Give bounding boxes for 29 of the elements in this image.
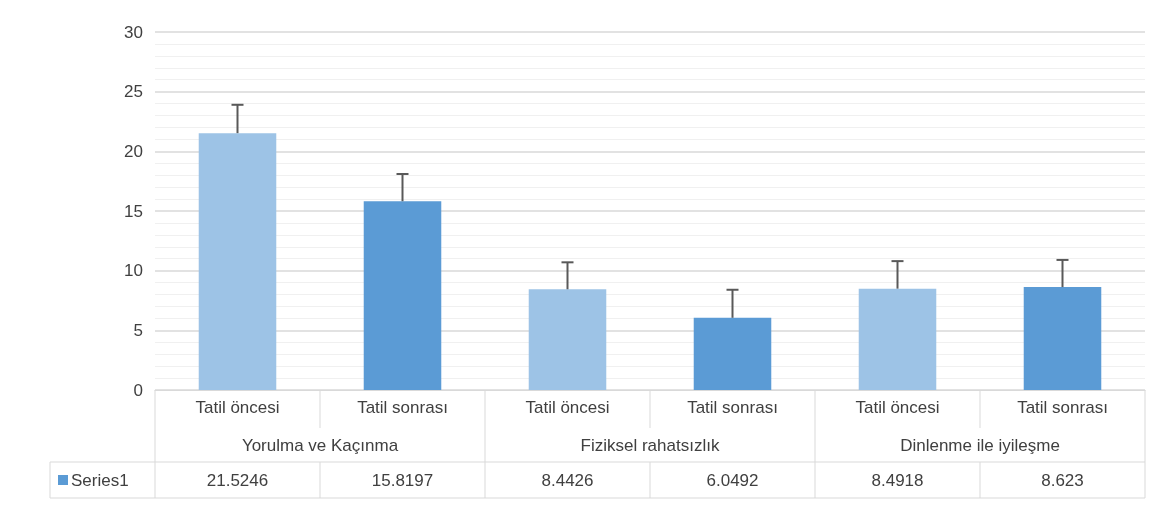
text: Yorulma ve Kaçınma: [241, 435, 399, 455]
bar: [363, 201, 442, 390]
bar: [528, 289, 607, 390]
y-tick-label: 5: [133, 320, 143, 340]
y-tick-label: 0: [133, 380, 143, 400]
y-tick-label: 20: [124, 141, 143, 161]
x-tick-label: Tatil öncesi: [525, 398, 610, 417]
data-label: 8.623: [1041, 470, 1084, 490]
bar: [693, 317, 772, 390]
data-label: 8.4918: [871, 470, 924, 490]
data-label: 15.8197: [371, 470, 434, 490]
y-tick-label: 30: [124, 22, 143, 42]
x-tick-label: Tatil sonrası: [687, 398, 778, 417]
y-tick-label: 25: [124, 82, 143, 102]
data-label: 6.0492: [706, 470, 759, 490]
y-tick-label: 15: [124, 201, 143, 221]
text: Fiziksel rahatsızlık: [580, 435, 720, 455]
x-tick-label: Tatil sonrası: [357, 398, 448, 417]
x-tick-label: Tatil sonrası: [1017, 398, 1108, 417]
data-label: 21.5246: [206, 470, 269, 490]
x-tick-label: Tatil öncesi: [195, 398, 280, 417]
bar: [198, 133, 277, 390]
bar: [858, 288, 937, 390]
text: Dinlenme ile iyileşme: [900, 435, 1060, 455]
data-label: 8.4426: [541, 470, 594, 490]
bar: [1023, 287, 1102, 390]
x-tick-label: Tatil öncesi: [855, 398, 940, 417]
y-tick-label: 10: [124, 261, 143, 281]
legend-label: Series1: [71, 470, 129, 490]
